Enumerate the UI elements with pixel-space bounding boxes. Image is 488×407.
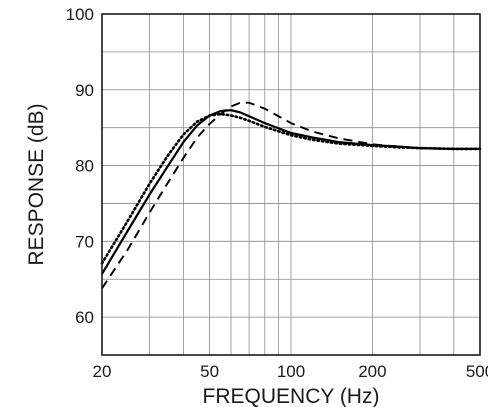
x-tick-label: 200 (358, 362, 386, 381)
y-axis-title: RESPONSE (dB) (25, 103, 48, 265)
x-tick-label: 100 (277, 362, 305, 381)
plot-frame (101, 13, 481, 356)
y-tick-label: 60 (75, 308, 94, 327)
tick-labels: 20 50 100 200 500 60 70 80 90 100 (66, 5, 488, 381)
y-tick-label: 90 (75, 81, 94, 100)
y-tick-label: 100 (66, 5, 94, 24)
x-tick-label: 50 (200, 362, 219, 381)
series-line-dotted (100, 112, 482, 265)
y-tick-label: 80 (75, 157, 94, 176)
x-tick-label: 500 (466, 362, 488, 381)
y-tick-label: 70 (75, 232, 94, 251)
series-lines (100, 101, 482, 289)
x-axis-title: FREQUENCY (Hz) (203, 385, 380, 407)
x-tick-label: 20 (93, 362, 112, 381)
grid (101, 13, 481, 355)
